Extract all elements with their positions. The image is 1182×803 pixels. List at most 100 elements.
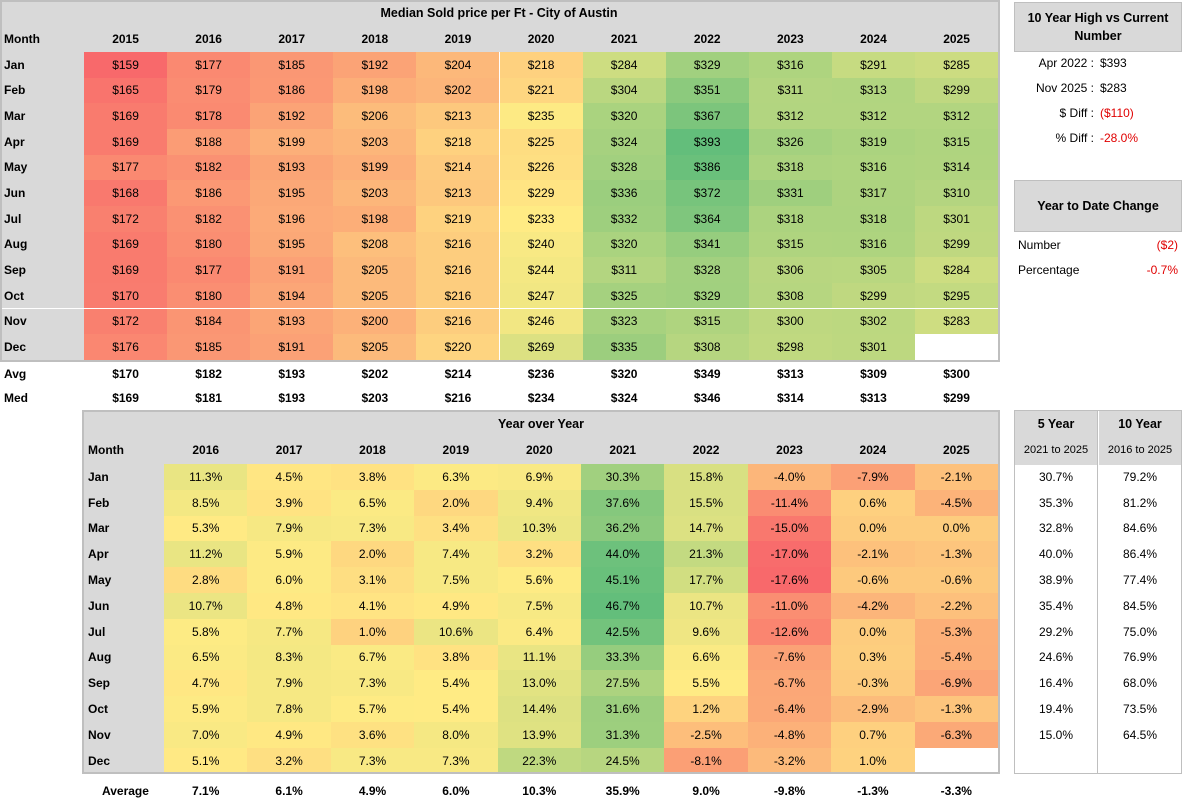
price-cell: $200 bbox=[333, 308, 417, 335]
yoy-cell: 6.3% bbox=[414, 464, 498, 490]
yoy-cell: 4.7% bbox=[164, 670, 248, 697]
price-summary-value: $299 bbox=[943, 390, 970, 405]
yoy-summary-value: -3.3% bbox=[940, 783, 972, 798]
price-cell: $393 bbox=[665, 128, 749, 155]
yoy-cell: 7.3% bbox=[330, 670, 415, 697]
yoy-cell: 9.6% bbox=[664, 618, 748, 645]
price-cell: $216 bbox=[416, 231, 500, 258]
multi-year-table: 5 Year 2021 to 2025 10 Year 2016 to 2025 30.… bbox=[1014, 410, 1182, 774]
yoy-cell: -1.3% bbox=[914, 541, 998, 568]
price-cell: $313 bbox=[831, 77, 915, 104]
price-summary-value: $203 bbox=[361, 390, 389, 405]
yoy-cell: -2.9% bbox=[831, 696, 915, 722]
price-cell: $305 bbox=[831, 257, 915, 283]
price-cell: $221 bbox=[499, 77, 583, 104]
price-row-label: Jun bbox=[0, 180, 84, 206]
hvc-value: $393 bbox=[1100, 56, 1127, 70]
price-cell: $195 bbox=[250, 180, 334, 206]
yoy-cell: -6.4% bbox=[747, 696, 832, 722]
price-cell: $316 bbox=[831, 231, 915, 258]
yoy-col-header: 2024 bbox=[859, 443, 887, 457]
price-cell: $326 bbox=[748, 128, 832, 155]
price-cell: $194 bbox=[250, 282, 334, 309]
multi-year-cell: 79.2% bbox=[1122, 469, 1158, 484]
price-summary-value: $234 bbox=[527, 390, 555, 405]
multi-year-cell: 75.0% bbox=[1122, 624, 1158, 639]
yoy-col-header: 2022 bbox=[692, 443, 720, 457]
yoy-cell: 15.8% bbox=[664, 464, 748, 490]
price-col-header: 2024 bbox=[860, 32, 887, 46]
price-cell: $218 bbox=[499, 52, 583, 78]
yoy-cell: 7.5% bbox=[414, 567, 498, 593]
price-cell: $180 bbox=[167, 231, 251, 258]
price-cell: $311 bbox=[748, 77, 832, 104]
price-col-header: 2018 bbox=[361, 32, 389, 46]
yoy-cell: -5.4% bbox=[914, 644, 998, 671]
yoy-cell: 3.2% bbox=[497, 541, 581, 568]
multi-year-cell: 38.9% bbox=[1038, 573, 1074, 588]
price-col-header: 2022 bbox=[693, 32, 721, 46]
price-row-label: Oct bbox=[0, 282, 84, 309]
price-col-header: 2016 bbox=[195, 32, 222, 46]
multi-year-cell: 84.6% bbox=[1122, 521, 1158, 536]
price-cell: $247 bbox=[499, 282, 583, 309]
multi-year-cell: 19.4% bbox=[1038, 702, 1074, 717]
price-cell: $308 bbox=[665, 334, 749, 360]
yoy-row-label: May bbox=[84, 567, 164, 593]
yoy-cell: 8.0% bbox=[414, 722, 498, 748]
multi-year-header-sub: 2016 to 2025 bbox=[1107, 444, 1173, 456]
yoy-cell: 10.7% bbox=[164, 593, 248, 619]
price-cell: $246 bbox=[499, 308, 583, 335]
yoy-cell: 4.1% bbox=[330, 593, 415, 619]
price-cell: $269 bbox=[499, 334, 583, 360]
price-cell: $165 bbox=[84, 77, 168, 104]
price-cell: $320 bbox=[582, 231, 666, 258]
yoy-cell: 8.5% bbox=[164, 489, 248, 516]
ytd-value: ($2) bbox=[1156, 238, 1178, 252]
yoy-cell: 11.2% bbox=[164, 541, 248, 568]
price-cell: $306 bbox=[748, 257, 832, 283]
yoy-cell: 6.6% bbox=[664, 644, 748, 671]
yoy-cell: -0.6% bbox=[831, 567, 915, 593]
yoy-cell: 14.7% bbox=[664, 515, 748, 542]
price-row-label: Sep bbox=[0, 257, 84, 283]
yoy-cell: 3.4% bbox=[414, 515, 498, 542]
price-row-label: Feb bbox=[0, 77, 84, 104]
yoy-cell: 4.5% bbox=[247, 464, 331, 490]
yoy-row-label: Dec bbox=[84, 747, 164, 774]
price-cell: $329 bbox=[665, 52, 749, 78]
price-row-label: Jul bbox=[0, 205, 84, 232]
price-col-header: 2021 bbox=[610, 32, 638, 46]
yoy-summary-value: 9.0% bbox=[692, 783, 720, 798]
yoy-cell: 2.0% bbox=[330, 541, 415, 568]
high-vs-current-title: 10 Year High vs Current Number bbox=[1014, 2, 1182, 52]
yoy-cell: 0.0% bbox=[914, 515, 998, 542]
price-cell: $169 bbox=[84, 103, 168, 129]
yoy-cell: -7.9% bbox=[831, 464, 915, 490]
yoy-summary-value: -9.8% bbox=[773, 783, 806, 798]
multi-year-header-bg bbox=[1099, 411, 1181, 465]
price-cell: $177 bbox=[84, 154, 168, 181]
price-cell: $195 bbox=[250, 231, 334, 258]
yoy-cell: 5.5% bbox=[664, 670, 748, 697]
price-summary-value: $193 bbox=[278, 366, 306, 381]
price-summary-value: $170 bbox=[112, 366, 139, 381]
price-cell: $299 bbox=[915, 231, 999, 258]
yoy-cell: 3.8% bbox=[414, 644, 498, 671]
hvc-key: $ Diff : bbox=[1059, 106, 1094, 120]
yoy-summary-value: 10.3% bbox=[522, 783, 557, 798]
price-row-label: Nov bbox=[0, 308, 84, 335]
price-cell: $170 bbox=[84, 282, 168, 309]
price-row-header: Month bbox=[4, 32, 40, 46]
yoy-cell: -4.8% bbox=[747, 722, 832, 748]
price-cell: $229 bbox=[499, 180, 583, 206]
price-cell: $320 bbox=[582, 103, 666, 129]
yoy-cell: 0.6% bbox=[831, 489, 915, 516]
price-table-title: Median Sold price per Ft - City of Austi… bbox=[0, 0, 998, 26]
price-cell: $317 bbox=[831, 180, 915, 206]
price-cell: $199 bbox=[250, 128, 334, 155]
yoy-cell: -5.3% bbox=[914, 618, 998, 645]
price-cell: $335 bbox=[582, 334, 666, 360]
yoy-cell: -15.0% bbox=[747, 515, 832, 542]
yoy-cell: 5.7% bbox=[330, 696, 415, 722]
